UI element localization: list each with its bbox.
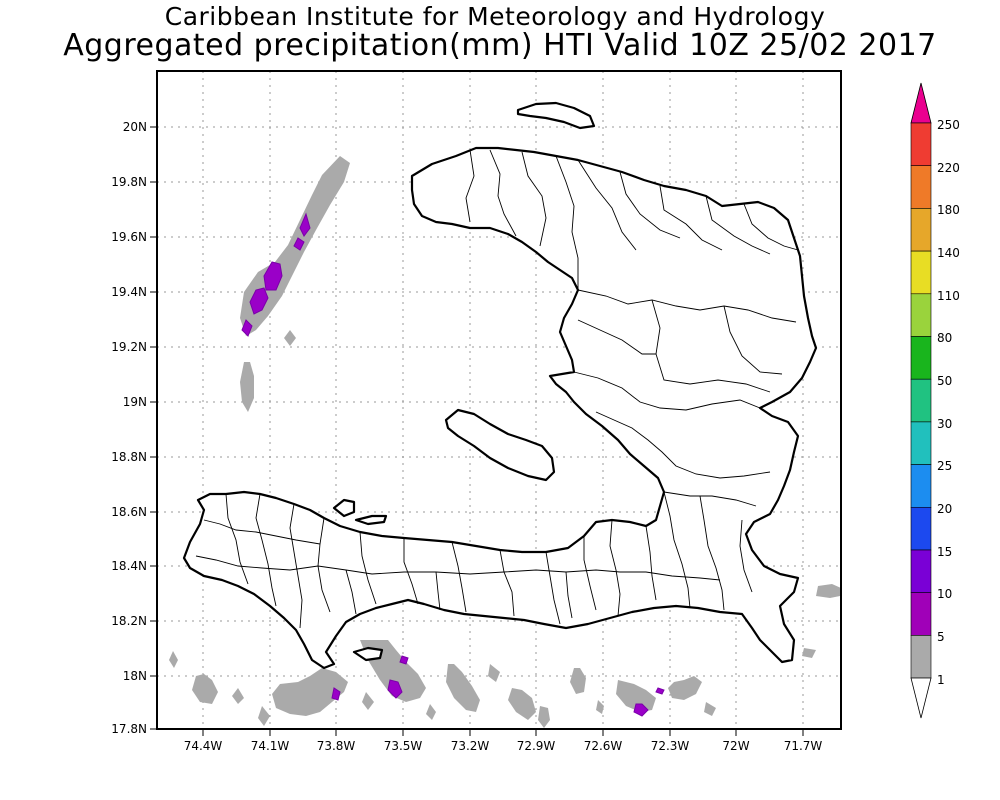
lon-label-73-8w: 73.8W <box>317 739 356 753</box>
legend-color-box <box>910 506 932 551</box>
legend-label-50: 50 <box>937 374 952 388</box>
lat-label-18-8n: 18.8N <box>111 450 147 464</box>
legend-color-box <box>910 421 932 465</box>
legend-label-25: 25 <box>937 459 952 473</box>
legend-label-110: 110 <box>937 289 960 303</box>
legend-bottom-arrow <box>910 677 932 719</box>
color-legend: 250 220 180 140 110 80 50 30 25 20 15 10… <box>910 82 960 719</box>
rain-area-5-10mm <box>241 212 665 717</box>
cayemite-island <box>332 498 356 518</box>
legend-color-box <box>910 464 932 508</box>
latitude-axis: 20N 19.8N 19.6N 19.4N 19.2N 19N 18.8N 18… <box>111 120 157 736</box>
map-frame <box>156 70 842 730</box>
lon-label-73-5w: 73.5W <box>384 739 423 753</box>
legend-color-box <box>910 592 932 636</box>
legend-label-220: 220 <box>937 161 960 175</box>
legend-label-15: 15 <box>937 545 952 559</box>
haiti-coastline <box>182 146 818 670</box>
legend-label-80: 80 <box>937 331 952 345</box>
legend-label-140: 140 <box>937 246 960 260</box>
lat-label-19-2n: 19.2N <box>111 340 147 354</box>
legend-label-250: 250 <box>937 118 960 132</box>
map-title-product: Aggregated precipitation(mm) HTI Valid 1… <box>63 28 937 63</box>
gonave-island <box>444 408 556 482</box>
legend-color-box <box>910 293 932 337</box>
lat-label-19-4n: 19.4N <box>111 285 147 299</box>
tortuga-island <box>516 101 596 130</box>
legend-color-box <box>910 208 932 252</box>
lat-label-17-8n: 17.8N <box>111 722 147 736</box>
legend-color-box <box>910 635 932 679</box>
legend-color-box <box>910 378 932 423</box>
admin-boundaries <box>195 149 799 629</box>
lon-label-72-9w: 72.9W <box>517 739 556 753</box>
lon-label-74-4w: 74.4W <box>184 739 223 753</box>
lat-label-18n: 18N <box>123 669 147 683</box>
legend-label-180: 180 <box>937 203 960 217</box>
legend-color-box <box>910 165 932 209</box>
lat-label-18-2n: 18.2N <box>111 614 147 628</box>
legend-color-box <box>910 549 932 594</box>
lat-label-18-6n: 18.6N <box>111 505 147 519</box>
lon-label-71-7w: 71.7W <box>784 739 823 753</box>
legend-label-1: 1 <box>937 673 945 687</box>
lon-label-72w: 72W <box>722 739 749 753</box>
ile-a-vache <box>352 646 384 662</box>
legend-label-10: 10 <box>937 587 952 601</box>
lon-label-74-1w: 74.1W <box>251 739 290 753</box>
lat-label-19-6n: 19.6N <box>111 230 147 244</box>
map-title-institute: Caribbean Institute for Meteorology and … <box>164 2 826 31</box>
legend-color-boxes <box>910 122 932 679</box>
legend-label-20: 20 <box>937 502 952 516</box>
legend-top-arrow <box>910 82 932 124</box>
legend-label-30: 30 <box>937 417 952 431</box>
lon-label-73-2w: 73.2W <box>451 739 490 753</box>
legend-color-box <box>910 122 932 167</box>
legend-color-box <box>910 336 932 380</box>
lon-label-72-3w: 72.3W <box>651 739 690 753</box>
lat-label-19n: 19N <box>123 395 147 409</box>
lon-label-72-6w: 72.6W <box>584 739 623 753</box>
islet-1 <box>354 514 388 526</box>
lat-label-20n: 20N <box>123 120 147 134</box>
lat-label-18-4n: 18.4N <box>111 559 147 573</box>
legend-label-5: 5 <box>937 630 945 644</box>
legend-color-box <box>910 250 932 295</box>
longitude-axis: 74.4W 74.1W 73.8W 73.5W 73.2W 72.9W 72.6… <box>184 729 823 753</box>
lat-label-19-8n: 19.8N <box>111 175 147 189</box>
